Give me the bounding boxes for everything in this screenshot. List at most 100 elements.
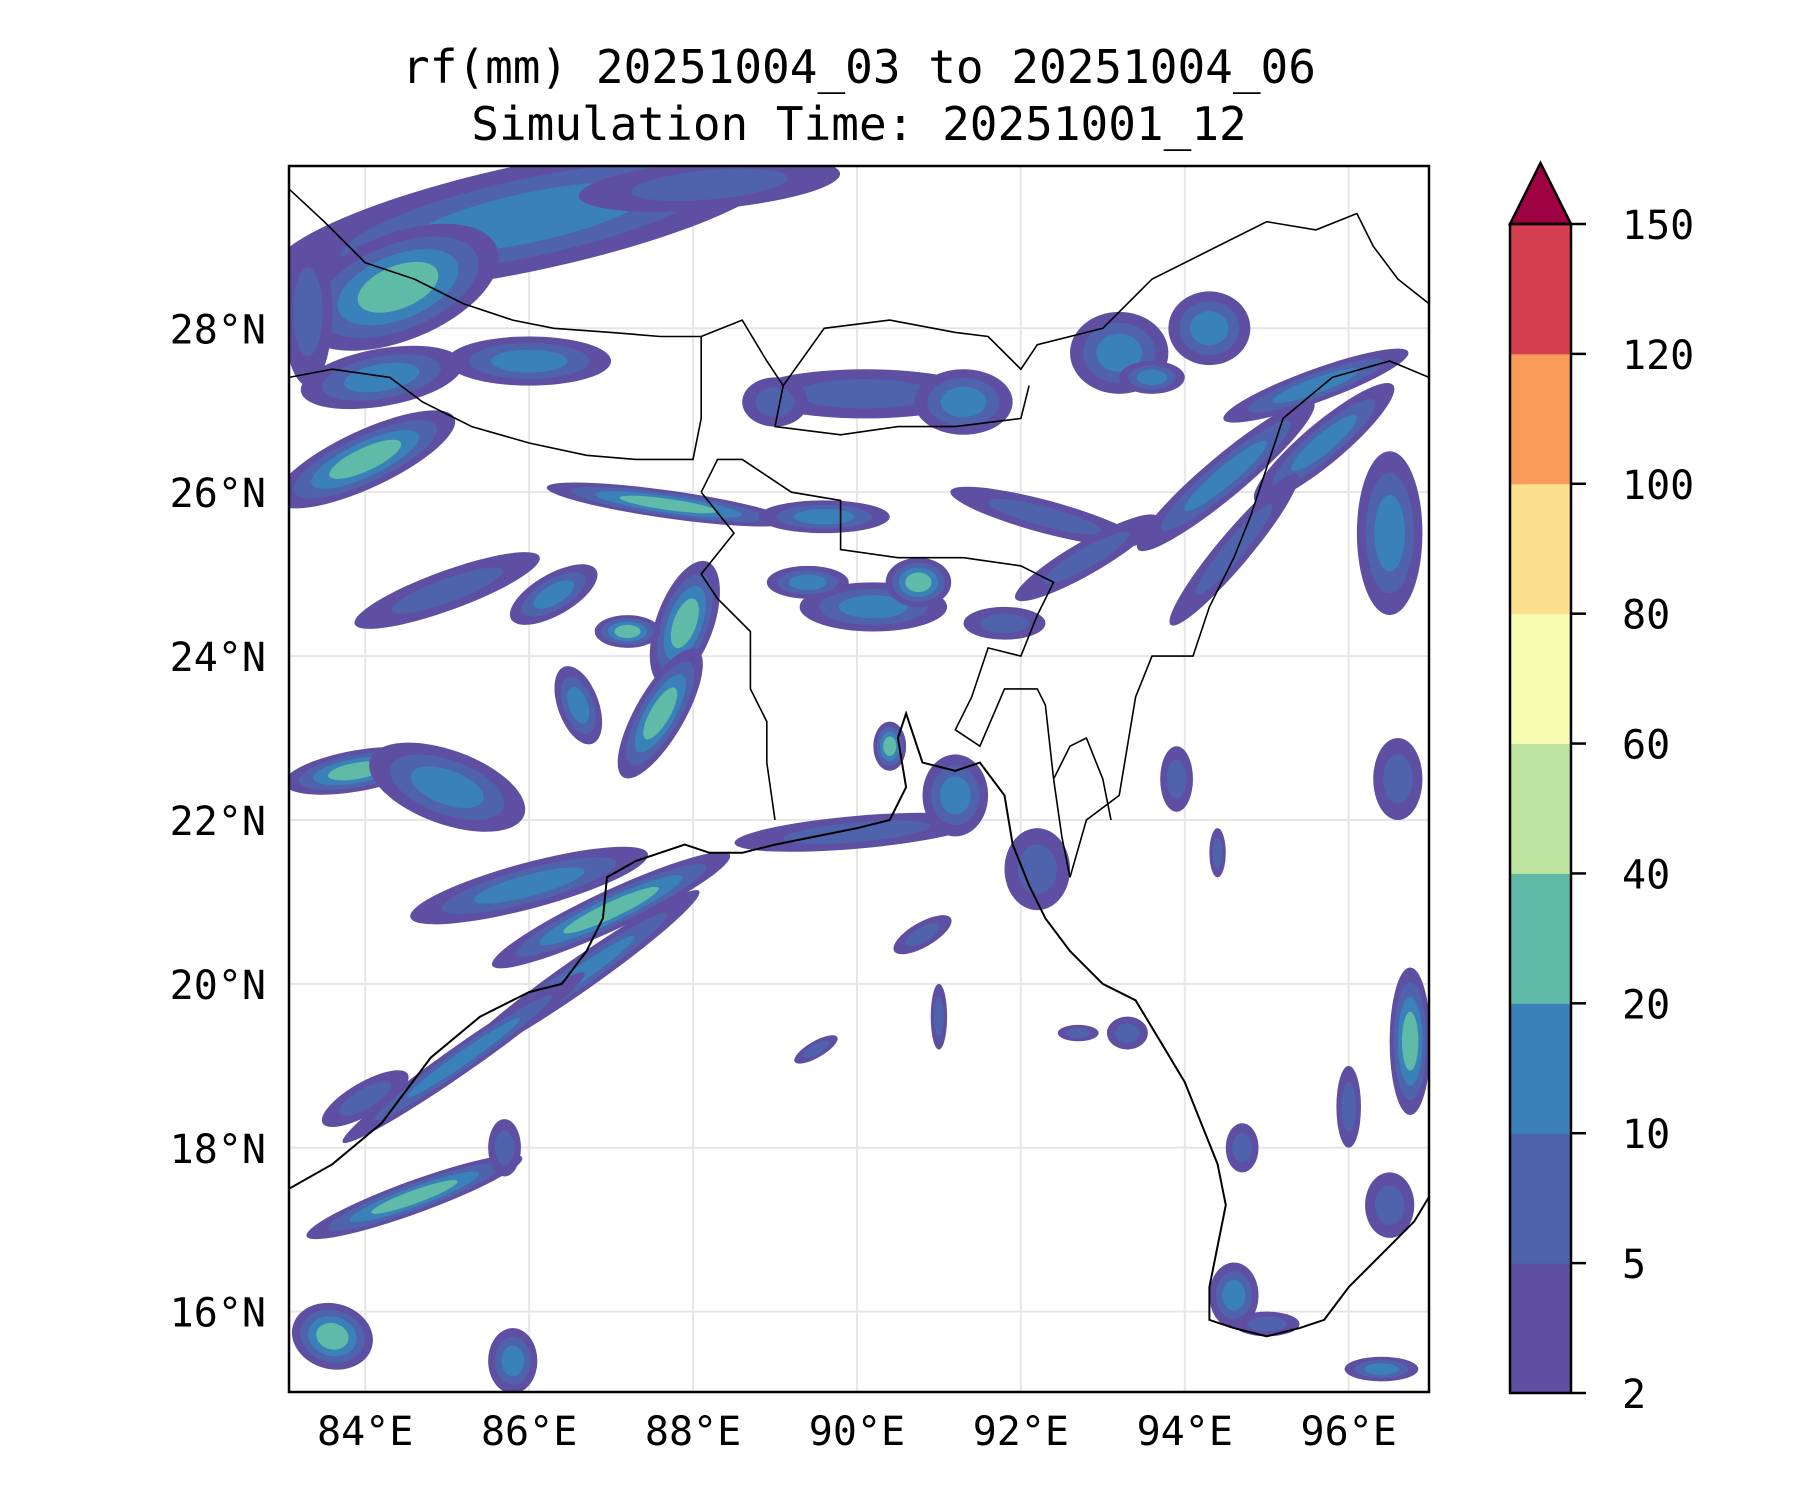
rain-contour-level-4 — [563, 886, 659, 934]
colorbar-tick-label: 120 — [1622, 333, 1694, 379]
colorbar-tick-label: 80 — [1622, 593, 1670, 639]
x-tick-label: 84°E — [317, 1409, 413, 1455]
rain-contour-level-2 — [1247, 1316, 1287, 1332]
rain-contour-level-3 — [490, 349, 568, 373]
rain-contour-level-2 — [1195, 503, 1273, 596]
x-tick-label: 90°E — [809, 1409, 905, 1455]
rain-contour-level-2 — [1383, 754, 1413, 804]
colorbar-tick-label: 60 — [1622, 723, 1670, 769]
rain-contour-level-2 — [802, 1040, 829, 1058]
y-tick-label: 18°N — [170, 1127, 266, 1173]
rain-contour-level-2 — [1043, 531, 1130, 584]
y-tick-label: 22°N — [170, 799, 266, 845]
country-border — [289, 188, 1429, 388]
colorbar-tick-label: 2 — [1622, 1372, 1646, 1418]
y-tick-label: 28°N — [170, 307, 266, 353]
x-tick-label: 94°E — [1137, 1409, 1233, 1455]
colorbar-segment — [1510, 743, 1571, 874]
chart-title-line-1: rf(mm) 20251004_03 to 20251004_06 — [402, 40, 1316, 94]
rain-contour-level-2 — [1166, 759, 1187, 799]
country-border — [774, 385, 1030, 436]
rain-contour-level-4 — [883, 736, 897, 757]
rain-contour-level-3 — [788, 574, 827, 590]
colorbar: 2 5 10 20 40 60 80 100 120 150 — [1507, 160, 1694, 1418]
country-border — [700, 491, 776, 821]
rain-contour-level-3 — [940, 386, 987, 418]
colorbar-segment — [1510, 353, 1571, 485]
colorbar-segment — [1510, 873, 1571, 1004]
coastline — [289, 710, 1429, 1338]
rain-contour-level-2 — [988, 498, 1103, 535]
y-tick-label: 24°N — [170, 635, 266, 681]
rain-contour-level-3 — [939, 776, 971, 815]
colorbar-extend-triangle — [1507, 160, 1574, 226]
colorbar-tick-label: 10 — [1622, 1112, 1670, 1158]
x-tick-label: 92°E — [973, 1409, 1069, 1455]
rain-contour-level-2 — [1212, 838, 1223, 868]
colorbar-segment — [1510, 613, 1571, 745]
rain-contour-level-3 — [533, 580, 575, 609]
rain-contour-level-3 — [473, 867, 585, 904]
rain-contour-level-3 — [1222, 1279, 1246, 1311]
rain-contour-level-3 — [410, 766, 484, 808]
rain-contour-level-3 — [567, 686, 590, 724]
x-tick-label: 88°E — [645, 1409, 741, 1455]
rain-contour-level-2 — [905, 922, 940, 947]
country-border — [1052, 736, 1112, 821]
colorbar-segment — [1510, 483, 1571, 615]
rainfall-contours — [289, 166, 1429, 1392]
y-tick-label: 26°N — [170, 471, 266, 517]
colorbar-tick-label: 150 — [1622, 203, 1694, 249]
rain-contour-level-2 — [755, 387, 795, 417]
map-plot-area — [287, 164, 1431, 1394]
rain-contour-level-4 — [670, 598, 699, 649]
y-tick-label: 20°N — [170, 963, 266, 1009]
rain-contour-level-4 — [619, 495, 718, 514]
country-border — [1069, 360, 1429, 878]
map-frame — [287, 164, 1431, 1394]
country-border — [289, 336, 703, 461]
rain-contour-level-3 — [1136, 369, 1168, 386]
rain-contour-level-3 — [1190, 311, 1229, 346]
colorbar-tick-label: 40 — [1622, 852, 1670, 898]
rain-contour-level-2 — [494, 1130, 515, 1165]
rain-contour-level-2 — [1232, 1133, 1252, 1163]
rain-contour-level-4 — [357, 261, 439, 313]
colorbar-segment — [1510, 1133, 1571, 1264]
rain-contour-level-2 — [796, 379, 934, 409]
rain-contour-level-3 — [1364, 1363, 1399, 1375]
rain-contour-level-2 — [293, 267, 323, 357]
rain-contour-level-2 — [933, 996, 944, 1037]
rain-contour-level-4 — [371, 1180, 458, 1214]
rain-contour-level-4 — [643, 687, 678, 740]
chart-title-line-2: Simulation Time: 20251001_12 — [471, 97, 1246, 151]
rain-contour-level-2 — [1115, 1023, 1140, 1043]
rain-contour-level-3 — [1291, 414, 1357, 472]
colorbar-tick-label: 5 — [1622, 1242, 1646, 1288]
rain-contour-level-2 — [339, 1081, 392, 1116]
rain-contour-level-2 — [783, 820, 931, 844]
country-border — [700, 458, 1071, 878]
colorbar-tick-label: 20 — [1622, 982, 1670, 1028]
rain-contour-level-3 — [1374, 494, 1405, 572]
rain-contour-level-3 — [838, 595, 908, 619]
rain-contour-level-2 — [1065, 1028, 1091, 1038]
colorbar-segment — [1510, 1263, 1571, 1394]
rain-contour-level-3 — [1096, 333, 1143, 372]
rain-contour-level-3 — [407, 1017, 521, 1098]
rain-contour-level-3 — [501, 1345, 525, 1377]
rain-contour-level-3 — [793, 509, 855, 525]
rain-contour-level-4 — [1401, 1011, 1419, 1071]
rain-contour-level-3 — [1272, 368, 1360, 403]
x-tick-label: 96°E — [1301, 1409, 1397, 1455]
x-tick-label: 86°E — [481, 1409, 577, 1455]
rain-contour-level-4 — [905, 572, 932, 593]
rain-contour-level-4 — [316, 1322, 349, 1350]
colorbar-tick-label: 100 — [1622, 463, 1694, 509]
y-axis-tick-labels: 16°N 18°N 20°N 22°N 24°N 26°N 28°N — [170, 307, 266, 1336]
rain-contour-level-2 — [631, 168, 788, 202]
rain-contour-level-2 — [1341, 1082, 1357, 1132]
x-axis-tick-labels: 84°E 86°E 88°E 90°E 92°E 94°E 96°E — [317, 1409, 1397, 1455]
rain-contour-level-2 — [1374, 1185, 1405, 1225]
